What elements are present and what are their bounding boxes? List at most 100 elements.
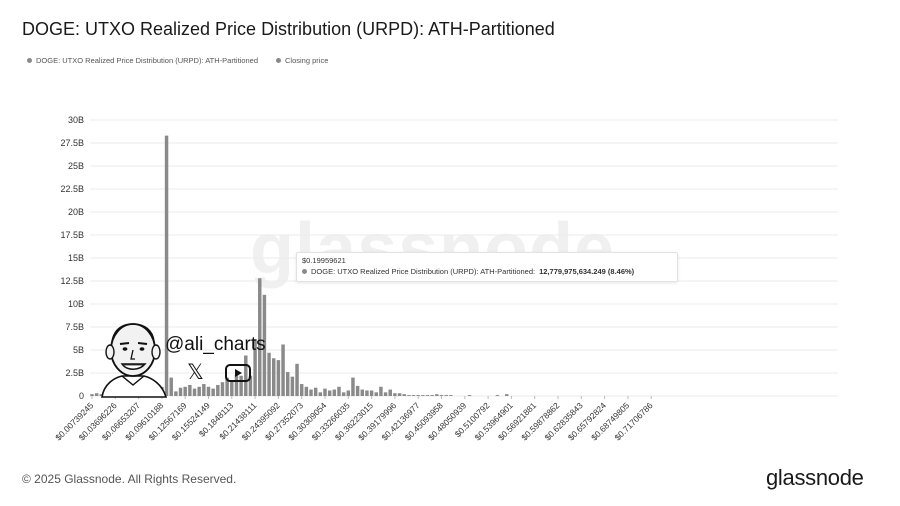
bar[interactable] (341, 392, 346, 396)
bar[interactable] (379, 386, 383, 396)
legend-dot-icon (27, 58, 32, 63)
bar[interactable] (216, 384, 220, 396)
bar[interactable] (295, 363, 299, 396)
legend: DOGE: UTXO Realized Price Distribution (… (27, 56, 328, 65)
bar[interactable] (383, 392, 388, 396)
bar[interactable] (169, 377, 173, 396)
bar[interactable] (281, 344, 285, 396)
bar[interactable] (262, 294, 267, 396)
bar[interactable] (230, 381, 234, 396)
bar[interactable] (407, 395, 411, 396)
bar[interactable] (430, 395, 434, 396)
bar[interactable] (393, 393, 397, 396)
chart-title: DOGE: UTXO Realized Price Distribution (… (22, 19, 555, 39)
y-tick-label: 30B (68, 115, 84, 125)
bar[interactable] (285, 372, 290, 396)
bar[interactable] (304, 386, 309, 396)
bar[interactable] (290, 376, 295, 396)
bar[interactable] (94, 393, 99, 396)
x-logo-icon[interactable]: 𝕏 (187, 361, 204, 384)
bar[interactable] (174, 391, 178, 396)
bar[interactable] (318, 392, 323, 396)
tooltip-dot-icon (302, 269, 307, 274)
bar[interactable] (369, 390, 374, 396)
bar[interactable] (439, 395, 444, 396)
bar[interactable] (202, 384, 206, 396)
bar[interactable] (99, 394, 104, 396)
bar[interactable] (197, 386, 201, 396)
bar[interactable] (374, 392, 378, 396)
bar[interactable] (449, 395, 453, 396)
bar[interactable] (360, 389, 365, 396)
bar[interactable] (267, 352, 271, 396)
y-tick-label: 15B (68, 253, 84, 263)
y-tick-label: 22.5B (60, 184, 84, 194)
bar[interactable] (346, 390, 351, 396)
bar[interactable] (425, 395, 430, 396)
bar[interactable] (309, 389, 313, 396)
bar[interactable] (183, 386, 187, 396)
legend-label-urpd: DOGE: UTXO Realized Price Distribution (… (36, 56, 259, 65)
footer-copyright: © 2025 Glassnode. All Rights Reserved. (22, 472, 237, 486)
y-tick-label: 7.5B (65, 322, 84, 332)
bar[interactable] (313, 387, 318, 396)
bar[interactable] (435, 394, 439, 396)
tooltip-series: DOGE: UTXO Realized Price Distribution (… (311, 267, 536, 276)
bar[interactable] (206, 386, 211, 396)
bar[interactable] (276, 360, 281, 396)
bar[interactable] (388, 389, 392, 396)
bar[interactable] (234, 374, 239, 396)
y-tick-label: 17.5B (60, 230, 84, 240)
y-tick-label: 0 (79, 391, 84, 401)
y-tick-label: 12.5B (60, 276, 84, 286)
bar[interactable] (272, 358, 276, 396)
bar[interactable] (239, 375, 243, 396)
bar[interactable] (323, 388, 327, 396)
tooltip-value: 12,779,975,634.249 (8.46%) (539, 267, 635, 276)
bar[interactable] (244, 355, 248, 396)
bar[interactable] (327, 390, 332, 396)
bar[interactable] (467, 395, 472, 396)
bar[interactable] (505, 394, 509, 396)
legend-dot-icon (276, 58, 282, 63)
bar[interactable] (225, 377, 229, 396)
bar[interactable] (416, 395, 420, 396)
bar[interactable] (90, 394, 94, 396)
bar[interactable] (258, 278, 262, 396)
glassnode-logo[interactable]: glassnode (766, 465, 864, 490)
bar[interactable] (164, 135, 169, 396)
bar[interactable] (332, 389, 337, 396)
legend-item-closing-price[interactable]: Closing price (276, 56, 328, 65)
legend-label-closing-price: Closing price (285, 56, 329, 65)
bar[interactable] (337, 386, 341, 396)
bar[interactable] (402, 394, 406, 396)
bar[interactable] (220, 382, 225, 396)
avatar-icon (101, 323, 168, 398)
bar[interactable] (299, 384, 304, 396)
bar[interactable] (421, 395, 425, 396)
bar[interactable] (397, 393, 402, 396)
bar[interactable] (192, 388, 197, 396)
y-tick-label: 25B (68, 161, 84, 171)
tooltip-row: DOGE: UTXO Realized Price Distribution (… (302, 267, 634, 276)
bar[interactable] (444, 395, 448, 396)
y-tick-label: 2.5B (65, 368, 84, 378)
signature-handle: @ali_charts (165, 334, 266, 355)
bar[interactable] (253, 338, 257, 396)
bar[interactable] (355, 385, 360, 396)
bar[interactable] (351, 377, 355, 396)
youtube-icon[interactable] (225, 364, 251, 382)
legend-item-urpd[interactable]: DOGE: UTXO Realized Price Distribution (… (27, 56, 258, 65)
y-tick-label: 10B (68, 299, 84, 309)
y-tick-label: 5B (73, 345, 84, 355)
bar[interactable] (178, 387, 183, 396)
bar[interactable] (248, 375, 253, 396)
bar[interactable] (495, 395, 500, 396)
bar[interactable] (188, 384, 192, 396)
bar[interactable] (211, 388, 215, 396)
y-tick-label: 27.5B (60, 138, 84, 148)
tooltip: $0.19959621 DOGE: UTXO Realized Price Di… (296, 252, 678, 282)
tooltip-price: $0.19959621 (302, 256, 346, 265)
bar[interactable] (365, 390, 369, 396)
bar[interactable] (411, 395, 416, 396)
